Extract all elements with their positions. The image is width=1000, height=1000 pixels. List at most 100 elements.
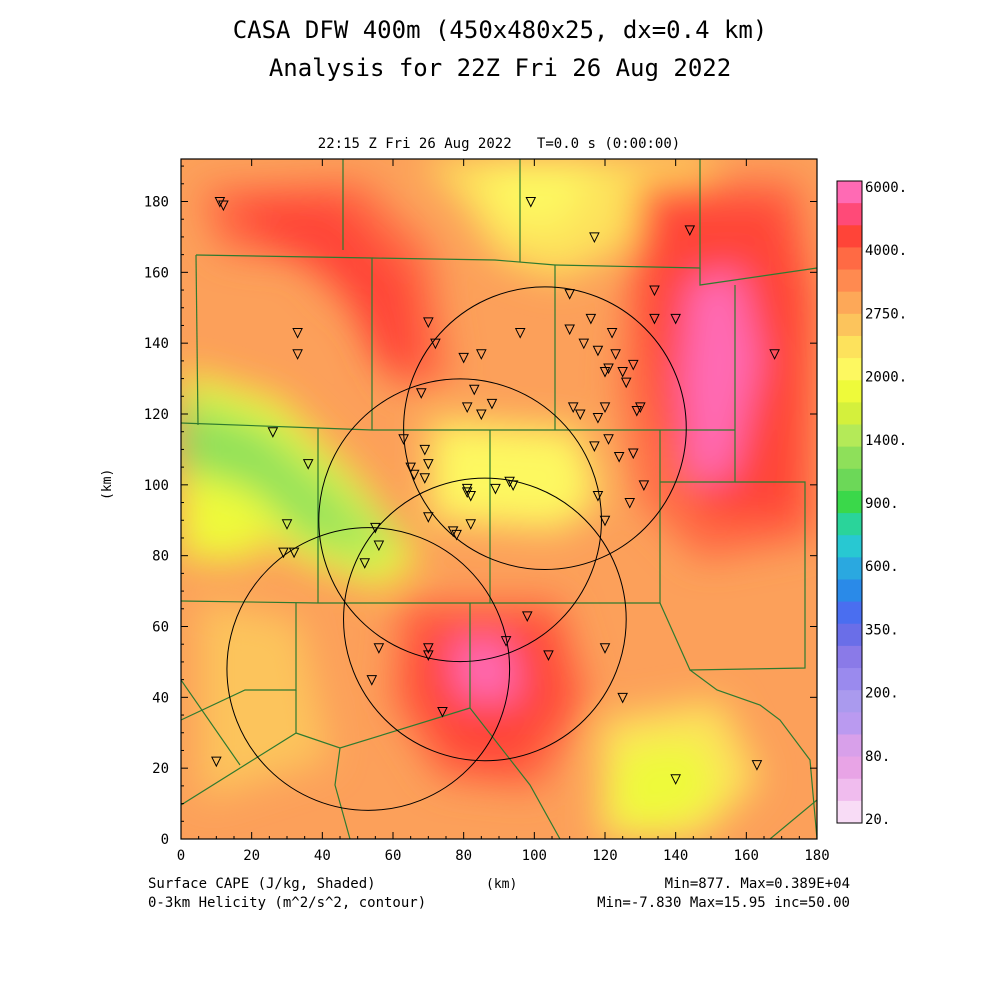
colorbar-swatch	[837, 335, 862, 359]
station-marker	[465, 490, 477, 502]
station-marker	[564, 289, 575, 300]
radar-ring-1	[343, 477, 627, 762]
y-tick-label: 40	[152, 690, 169, 706]
y-tick-label: 160	[144, 265, 169, 281]
colorbar-label: 6000.	[865, 180, 907, 196]
station-marker	[507, 480, 519, 491]
station-marker	[627, 359, 639, 371]
y-tick-label: 100	[144, 478, 169, 494]
station-marker	[606, 328, 618, 339]
station-marker	[451, 529, 462, 541]
map-title: CASA DFW 400m (450x480x25, dx=0.4 km)	[232, 16, 768, 44]
station-marker	[461, 483, 473, 495]
station-marker	[769, 349, 780, 360]
station-marker	[592, 413, 604, 424]
station-marker	[419, 473, 431, 484]
station-marker	[461, 402, 473, 414]
station-marker	[617, 692, 628, 704]
station-marker	[589, 232, 600, 244]
station-marker	[461, 487, 473, 499]
colorbar-label: 1400.	[865, 433, 907, 449]
station-marker	[670, 313, 681, 325]
observation-stations	[211, 197, 780, 785]
station-marker	[423, 512, 434, 523]
station-marker	[476, 409, 487, 421]
station-marker	[627, 448, 639, 460]
colorbar-swatch	[837, 601, 862, 625]
station-marker	[302, 459, 314, 470]
colorbar-swatch	[837, 756, 862, 780]
colorbar-swatch	[837, 579, 862, 603]
station-marker	[751, 760, 763, 771]
station-marker	[415, 388, 427, 399]
station-marker	[599, 515, 611, 527]
station-marker	[603, 363, 614, 375]
station-marker	[592, 490, 604, 502]
x-tick-label: 0	[177, 848, 185, 864]
station-marker	[218, 200, 229, 212]
station-marker	[649, 285, 660, 297]
y-tick-label: 0	[161, 832, 169, 848]
time-label: 22:15 Z Fri 26 Aug 2022 T=0.0 s (0:00:00…	[317, 136, 681, 152]
station-marker	[649, 313, 660, 325]
x-tick-label: 160	[734, 848, 759, 864]
colorbar-label: 80.	[865, 749, 890, 765]
colorbar-label: 2000.	[865, 370, 907, 386]
station-marker	[617, 367, 628, 378]
station-marker	[430, 338, 441, 350]
station-marker	[599, 367, 611, 378]
station-marker	[525, 197, 537, 208]
station-marker	[476, 349, 487, 360]
station-marker	[278, 547, 289, 559]
colorbar-swatch	[837, 623, 862, 647]
y-tick-label: 60	[152, 620, 169, 636]
field-description-helicity: 0-3km Helicity (m^2/s^2, contour)	[148, 895, 427, 911]
station-marker	[504, 476, 515, 488]
colorbar-frame	[836, 180, 863, 824]
station-marker	[437, 707, 448, 718]
colorbar-swatch	[837, 734, 862, 758]
colorbar-swatch	[837, 712, 862, 735]
x-tick-label: 20	[243, 848, 260, 864]
station-marker	[574, 409, 586, 421]
colorbar-swatch	[837, 247, 862, 271]
colorbar-label: 20.	[865, 812, 890, 828]
station-marker	[423, 317, 434, 329]
station-marker	[624, 498, 636, 509]
x-tick-label: 40	[314, 848, 331, 864]
station-marker	[398, 434, 409, 445]
station-marker	[592, 345, 604, 357]
x-tick-label: 140	[663, 848, 688, 864]
y-tick-label: 20	[152, 761, 169, 777]
y-tick-label: 180	[144, 195, 169, 211]
station-marker	[468, 384, 480, 396]
x-tick-label: 180	[804, 848, 829, 864]
station-marker	[211, 756, 222, 768]
colorbar-swatch	[837, 225, 862, 248]
station-marker	[514, 328, 526, 339]
station-marker	[214, 197, 226, 208]
colorbar-label: 2750.	[865, 306, 907, 322]
colorbar-swatch	[837, 557, 862, 580]
x-axis: 0 20 40 60 80 100 120 140 160 180	[177, 159, 830, 864]
station-marker	[423, 459, 434, 470]
colorbar: 6000. 4000. 2750. 2000. 1400. 900. 600. 350. 200…	[836, 180, 907, 828]
station-marker	[599, 402, 611, 414]
station-marker	[373, 540, 385, 552]
station-marker	[620, 377, 632, 389]
station-marker	[423, 643, 434, 654]
colorbar-swatch	[837, 490, 862, 514]
colorbar-swatch	[837, 380, 862, 403]
colorbar-swatch	[837, 269, 862, 293]
colorbar-swatch	[837, 690, 862, 713]
colorbar-swatch	[837, 668, 862, 691]
colorbar-label: 4000.	[865, 243, 907, 259]
station-marker	[419, 444, 431, 456]
colorbar-label: 350.	[865, 622, 899, 638]
radar-coverage-rings	[226, 286, 687, 811]
station-marker	[408, 469, 420, 481]
x-axis-label: (km)	[486, 877, 518, 892]
station-marker	[500, 636, 512, 647]
radar-ring-4	[226, 527, 511, 811]
